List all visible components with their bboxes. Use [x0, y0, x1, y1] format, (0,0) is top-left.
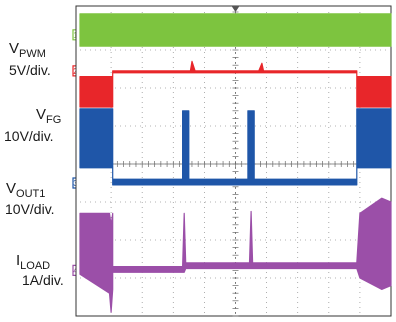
plot-area — [75, 5, 392, 317]
ch1-subscript: PWM — [19, 48, 46, 60]
channel-labels: VPWM 5V/div. VFG 10V/div. VOUT1 10V/div.… — [4, 40, 64, 288]
ch3-scale: 10V/div. — [5, 201, 55, 217]
ch2-label: VFG — [36, 106, 61, 126]
ch3-name: V — [6, 180, 16, 197]
graticule — [79, 6, 392, 317]
ch4-name: I — [16, 252, 20, 269]
trigger-marker — [231, 6, 240, 12]
traces — [79, 13, 392, 313]
ch1-name: V — [9, 40, 19, 57]
ch2-scale: 10V/div. — [4, 128, 54, 144]
ch4-subscript: LOAD — [20, 260, 50, 272]
ch4-scale: 1A/div. — [22, 272, 64, 288]
trace-ch3 — [79, 108, 392, 186]
ch4-label: ILOAD — [16, 252, 50, 272]
ch1-scale: 5V/div. — [9, 62, 51, 78]
ch2-name: V — [36, 106, 46, 123]
ch3-subscript: OUT1 — [16, 188, 45, 200]
ch2-subscript: FG — [46, 114, 61, 126]
ch1-label: VPWM — [9, 40, 46, 60]
trace-ch4 — [79, 197, 392, 313]
trace-ch1 — [79, 13, 392, 47]
ch3-label: VOUT1 — [6, 180, 45, 200]
trace-ch2 — [79, 60, 392, 108]
